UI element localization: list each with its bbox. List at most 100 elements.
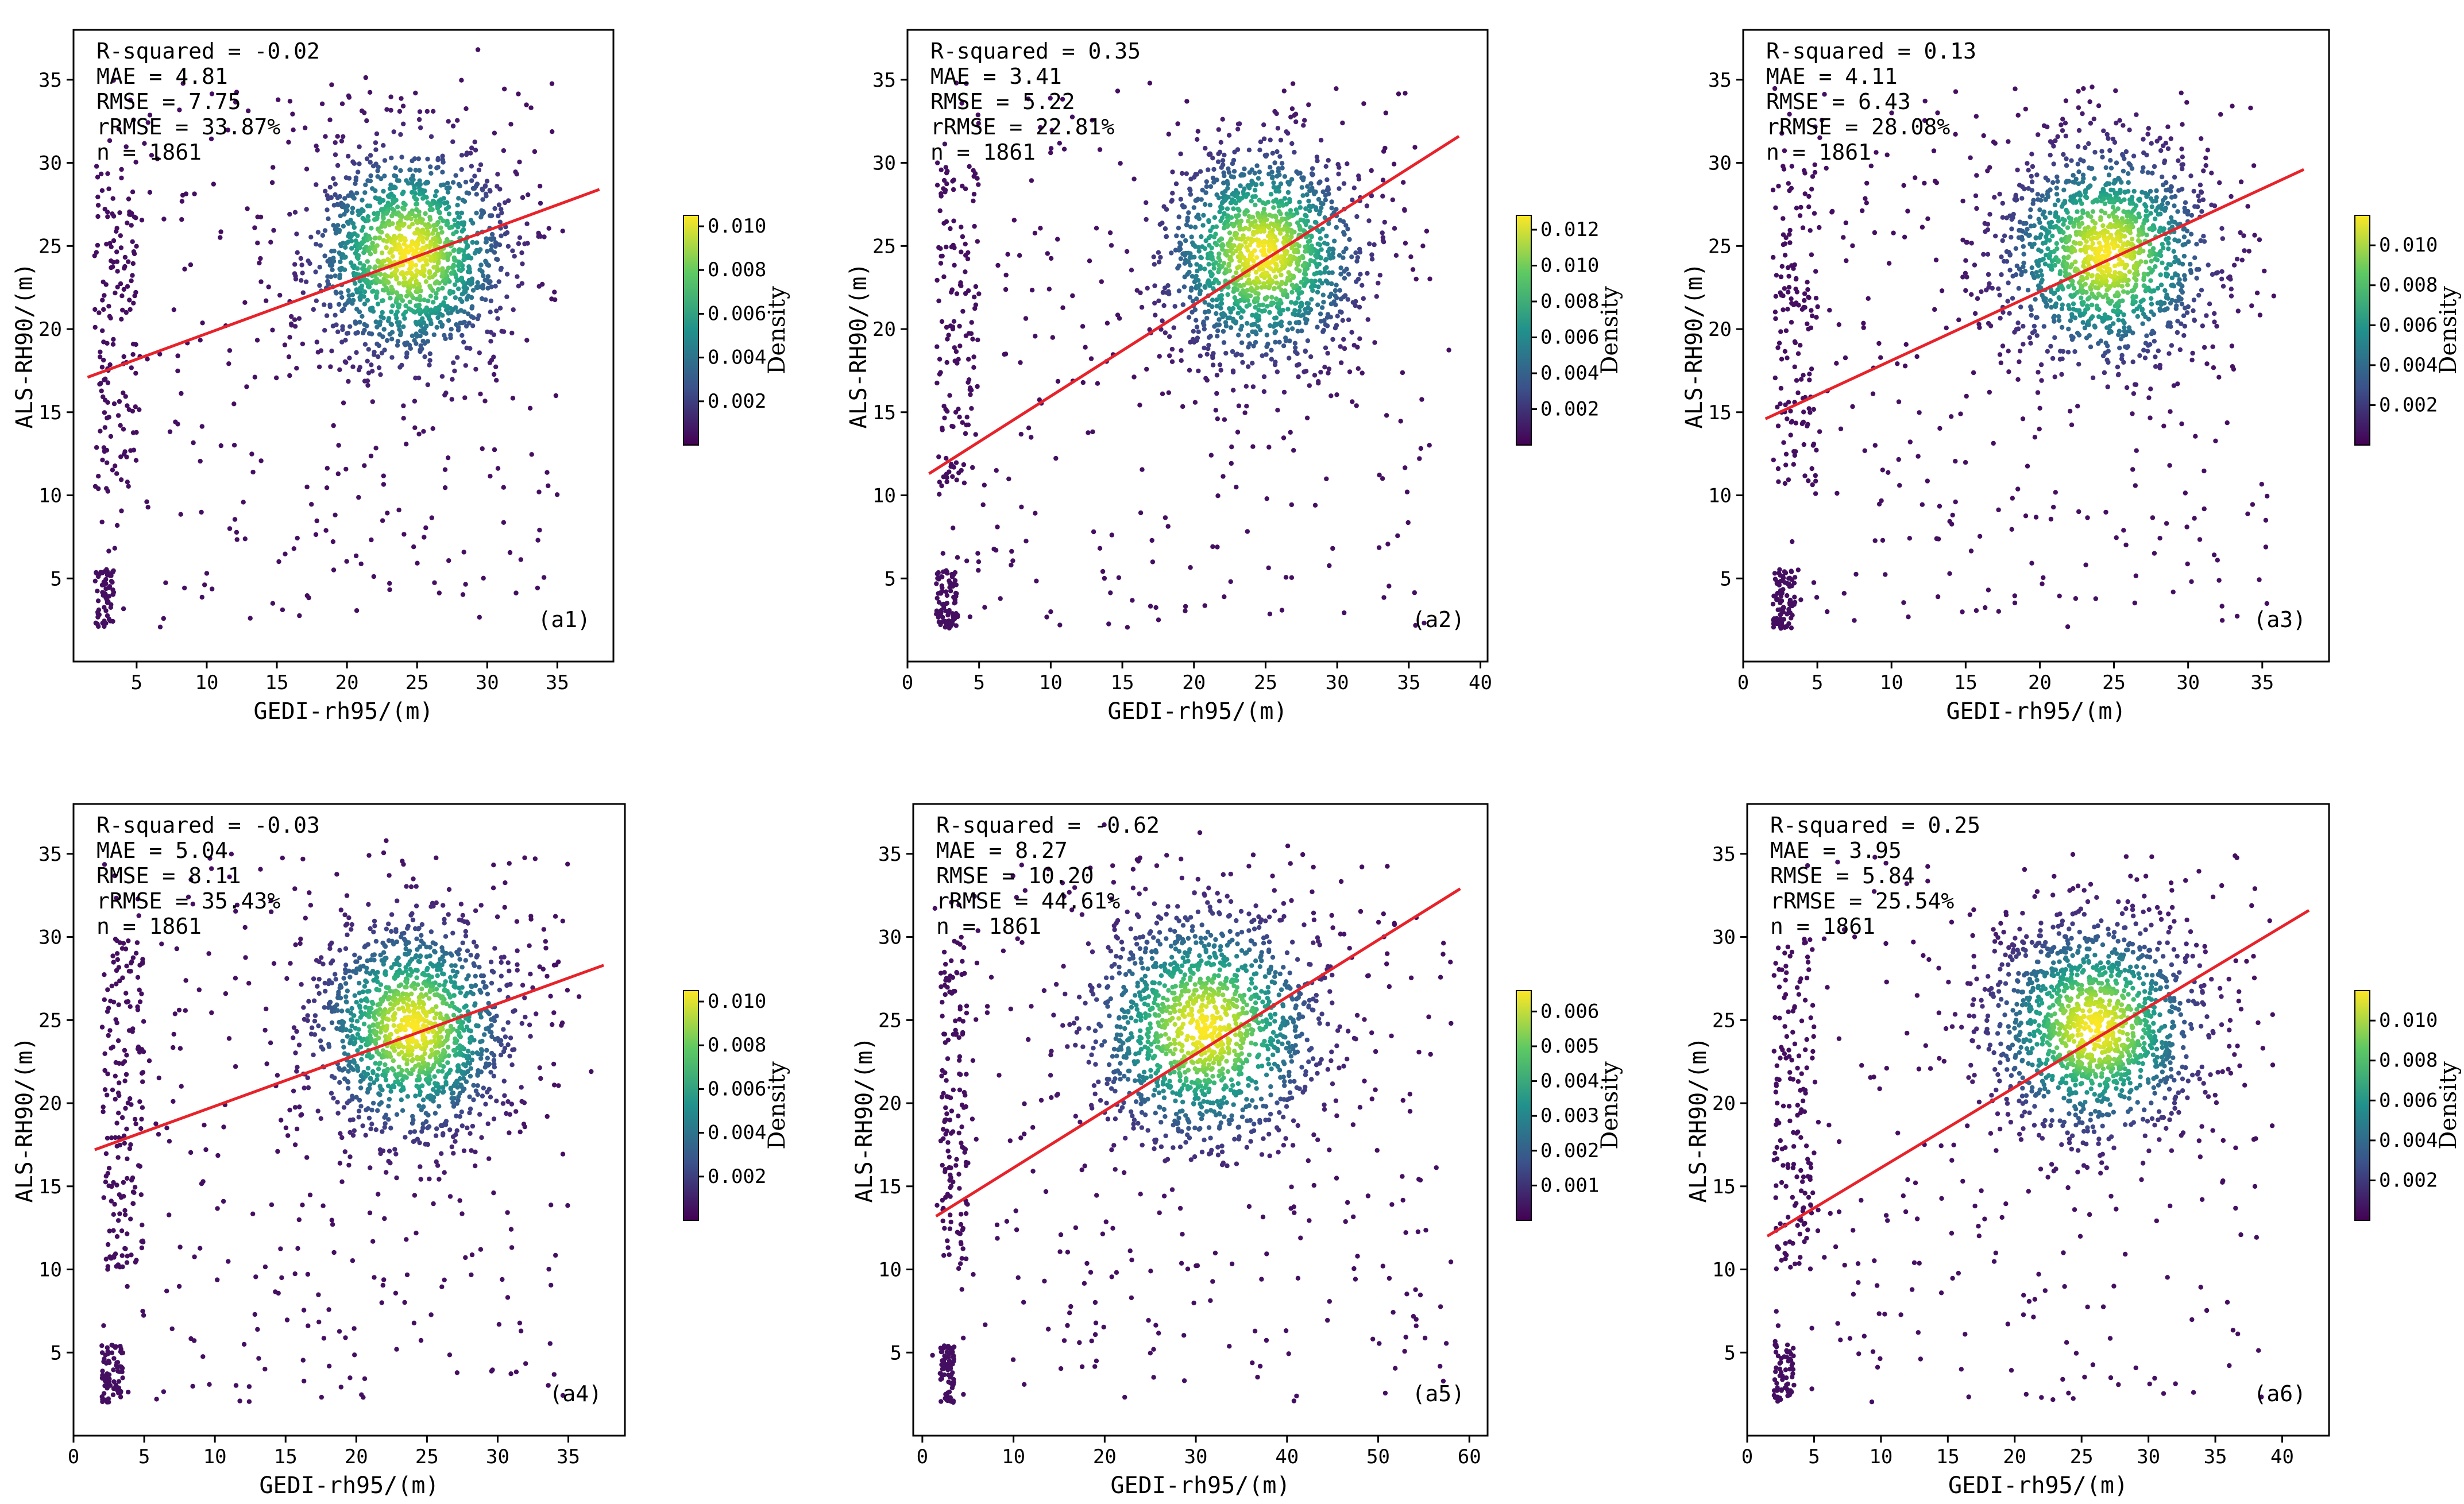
scatter-point — [2176, 188, 2181, 193]
scatter-point — [2250, 502, 2256, 507]
scatter-point — [389, 337, 395, 342]
scatter-point — [401, 121, 406, 126]
scatter-point — [445, 455, 451, 461]
scatter-point — [414, 279, 419, 284]
scatter-point — [137, 407, 142, 412]
scatter-point — [1902, 364, 1908, 369]
scatter-point — [167, 429, 173, 434]
scatter-point — [231, 443, 237, 448]
scatter-point — [423, 211, 428, 216]
scatter-point — [2067, 179, 2072, 184]
scatter-point — [951, 424, 956, 430]
scatter-point — [513, 590, 519, 596]
scatter-point — [1357, 304, 1362, 310]
scatter-point — [2246, 249, 2251, 254]
scatter-point — [2140, 169, 2145, 174]
scatter-point — [404, 293, 410, 299]
scatter-point — [2009, 234, 2014, 240]
scatter-point — [384, 273, 390, 279]
scatter-point — [2020, 416, 2026, 422]
scatter-point — [460, 592, 466, 597]
scatter-point — [1795, 567, 1801, 573]
scatter-point — [1191, 205, 1196, 210]
scatter-point — [105, 400, 110, 405]
scatter-point — [404, 340, 410, 346]
scatter-point — [1417, 456, 1422, 461]
scatter-point — [276, 559, 281, 565]
scatter-point — [360, 314, 365, 319]
scatter-point — [1238, 315, 1244, 320]
scatter-point — [469, 178, 474, 183]
scatter-point — [1240, 288, 1246, 293]
scatter-point — [1380, 177, 1386, 183]
scatter-point — [2075, 144, 2081, 149]
scatter-point — [333, 273, 338, 279]
scatter-point — [1238, 183, 1243, 188]
scatter-point — [507, 550, 513, 555]
scatter-point — [106, 415, 111, 420]
scatter-point — [1905, 208, 1910, 214]
scatter-point — [1313, 253, 1318, 258]
scatter-point — [379, 230, 384, 235]
scatter-point — [346, 193, 351, 198]
scatter-point — [1188, 262, 1193, 268]
scatter-points — [1770, 84, 2276, 631]
scatter-point — [1243, 239, 1248, 245]
scatter-point — [2141, 137, 2146, 142]
scatter-point — [444, 307, 449, 313]
scatter-point — [2145, 349, 2150, 354]
scatter-point — [1316, 379, 1321, 384]
scatter-point — [1242, 410, 1248, 415]
scatter-point — [2015, 326, 2021, 331]
scatter-point — [1251, 231, 1256, 237]
scatter-point — [511, 307, 516, 312]
scatter-point — [357, 261, 363, 266]
scatter-point — [1090, 429, 1095, 435]
scatter-point — [1164, 207, 1169, 212]
scatter-point — [362, 190, 368, 195]
scatter-point — [257, 260, 262, 266]
scatter-point — [1183, 238, 1188, 243]
scatter-point — [494, 378, 499, 383]
scatter-point — [1950, 512, 1955, 518]
scatter-point — [1230, 316, 1236, 322]
scatter-point — [951, 319, 957, 324]
scatter-point — [2192, 204, 2197, 209]
scatter-point — [497, 219, 503, 225]
scatter-point — [953, 623, 959, 628]
scatter-point — [1140, 467, 1145, 472]
scatter-point — [2021, 323, 2026, 329]
scatter-point — [1380, 238, 1386, 243]
scatter-point — [948, 588, 953, 594]
scatter-point — [2173, 254, 2178, 260]
scatter-point — [528, 105, 534, 110]
scatter-point — [2030, 164, 2036, 169]
scatter-point — [119, 508, 124, 513]
scatter-point — [125, 284, 130, 289]
scatter-point — [345, 208, 350, 213]
scatter-point — [370, 306, 375, 311]
stat-line: rRMSE = 33.87% — [96, 114, 280, 140]
scatter-point — [945, 409, 950, 414]
scatter-point — [2130, 411, 2135, 416]
scatter-point — [94, 445, 99, 450]
scatter-point — [944, 181, 949, 187]
scatter-point — [124, 454, 129, 459]
scatter-point — [1279, 280, 1284, 285]
scatter-point — [1235, 121, 1241, 127]
scatter-point — [1199, 197, 1204, 202]
scatter-point — [2010, 215, 2015, 221]
scatter-point — [2085, 515, 2090, 520]
scatter-point — [2176, 158, 2181, 163]
scatter-point — [1813, 478, 1818, 484]
scatter-point — [1194, 318, 1199, 323]
scatter-point — [1827, 308, 1832, 313]
scatter-point — [1367, 241, 1372, 246]
scatter-point — [1334, 392, 1339, 397]
scatter-point — [363, 75, 368, 80]
scatter-point — [478, 214, 484, 220]
scatter-point — [1221, 261, 1227, 266]
scatter-point — [424, 323, 429, 328]
scatter-point — [434, 295, 439, 300]
scatter-point — [175, 368, 180, 374]
